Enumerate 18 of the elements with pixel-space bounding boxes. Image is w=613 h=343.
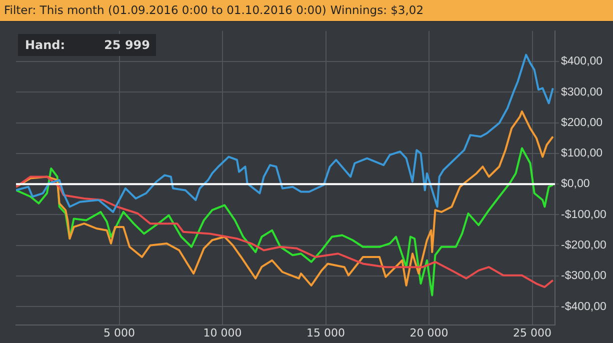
x-tick-label: 15 000: [306, 326, 346, 340]
y-tick-label: $0,00: [561, 178, 590, 190]
y-tick-label: -$200,00: [561, 240, 606, 252]
y-tick-label: $100,00: [561, 148, 603, 160]
chart-title: Filter: This month (01.09.2016 0:00 to 01.10.2016 0:00): [4, 3, 326, 17]
x-tick-label: 20 000: [410, 326, 448, 340]
x-tick-label: 25 000: [513, 326, 552, 340]
y-tick-label: $200,00: [561, 116, 603, 129]
x-tick-label: 10 000: [203, 326, 242, 340]
annotation: 25 999: [104, 37, 150, 54]
x-tick-label: 5 000: [104, 326, 136, 340]
y-tick-label: $400,00: [561, 56, 603, 68]
y-tick-label: -$400,00: [561, 300, 606, 313]
y-tick-label: $300,00: [561, 86, 603, 98]
chart-subtitle: Winnings: $3,02: [330, 3, 424, 17]
y-tick-label: -$300,00: [561, 270, 606, 282]
y-tick-label: -$100,00: [561, 208, 606, 221]
annotation: Hand:: [25, 37, 66, 54]
